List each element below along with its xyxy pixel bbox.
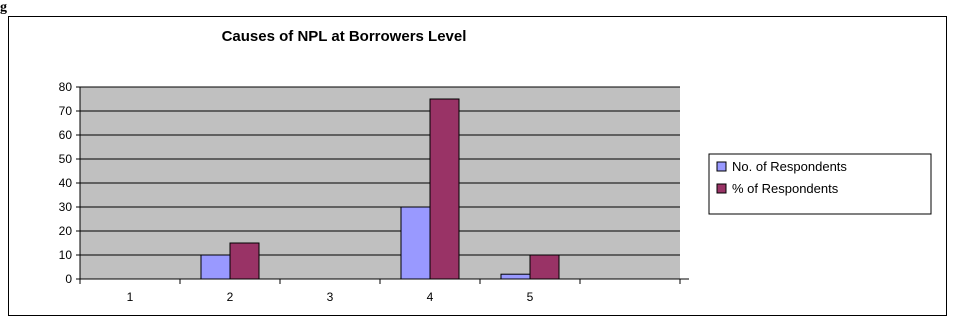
x-tick-label: 2 [227, 290, 234, 304]
y-tick-label: 20 [59, 224, 73, 238]
y-tick-label: 60 [59, 128, 73, 142]
legend-swatch [716, 183, 727, 194]
plot-area: 0 10 20 30 40 50 60 70 80 1 2 3 4 5 [59, 80, 689, 304]
y-tick-label: 70 [59, 104, 73, 118]
x-tick-label: 1 [127, 290, 134, 304]
x-tick-label: 5 [527, 290, 534, 304]
x-tick-label: 4 [427, 290, 434, 304]
bar [400, 206, 431, 280]
y-tick-label: 50 [59, 152, 73, 166]
y-tick-label: 0 [65, 272, 72, 286]
bar [500, 273, 531, 280]
legend: No. of Respondents % of Respondents [708, 153, 932, 215]
y-tick-label: 40 [59, 176, 73, 190]
legend-swatch [716, 161, 727, 172]
bar [229, 242, 260, 280]
y-tick-label: 80 [59, 80, 73, 94]
x-tick-label: 3 [327, 290, 334, 304]
y-tick-label: 30 [59, 200, 73, 214]
bar [529, 254, 560, 280]
legend-label: % of Respondents [732, 181, 839, 196]
y-tick-label: 10 [59, 248, 73, 262]
corner-label: g [0, 0, 7, 15]
legend-label: No. of Respondents [732, 159, 847, 174]
bar-chart: Causes of NPL at Borrowers Level 0 10 20 30… [59, 28, 932, 304]
legend-box [708, 153, 932, 215]
chart-frame: Causes of NPL at Borrowers Level 0 10 20 30… [8, 16, 947, 316]
bar [429, 98, 460, 280]
chart-title: Causes of NPL at Borrowers Level [222, 28, 467, 45]
bar [200, 254, 231, 280]
